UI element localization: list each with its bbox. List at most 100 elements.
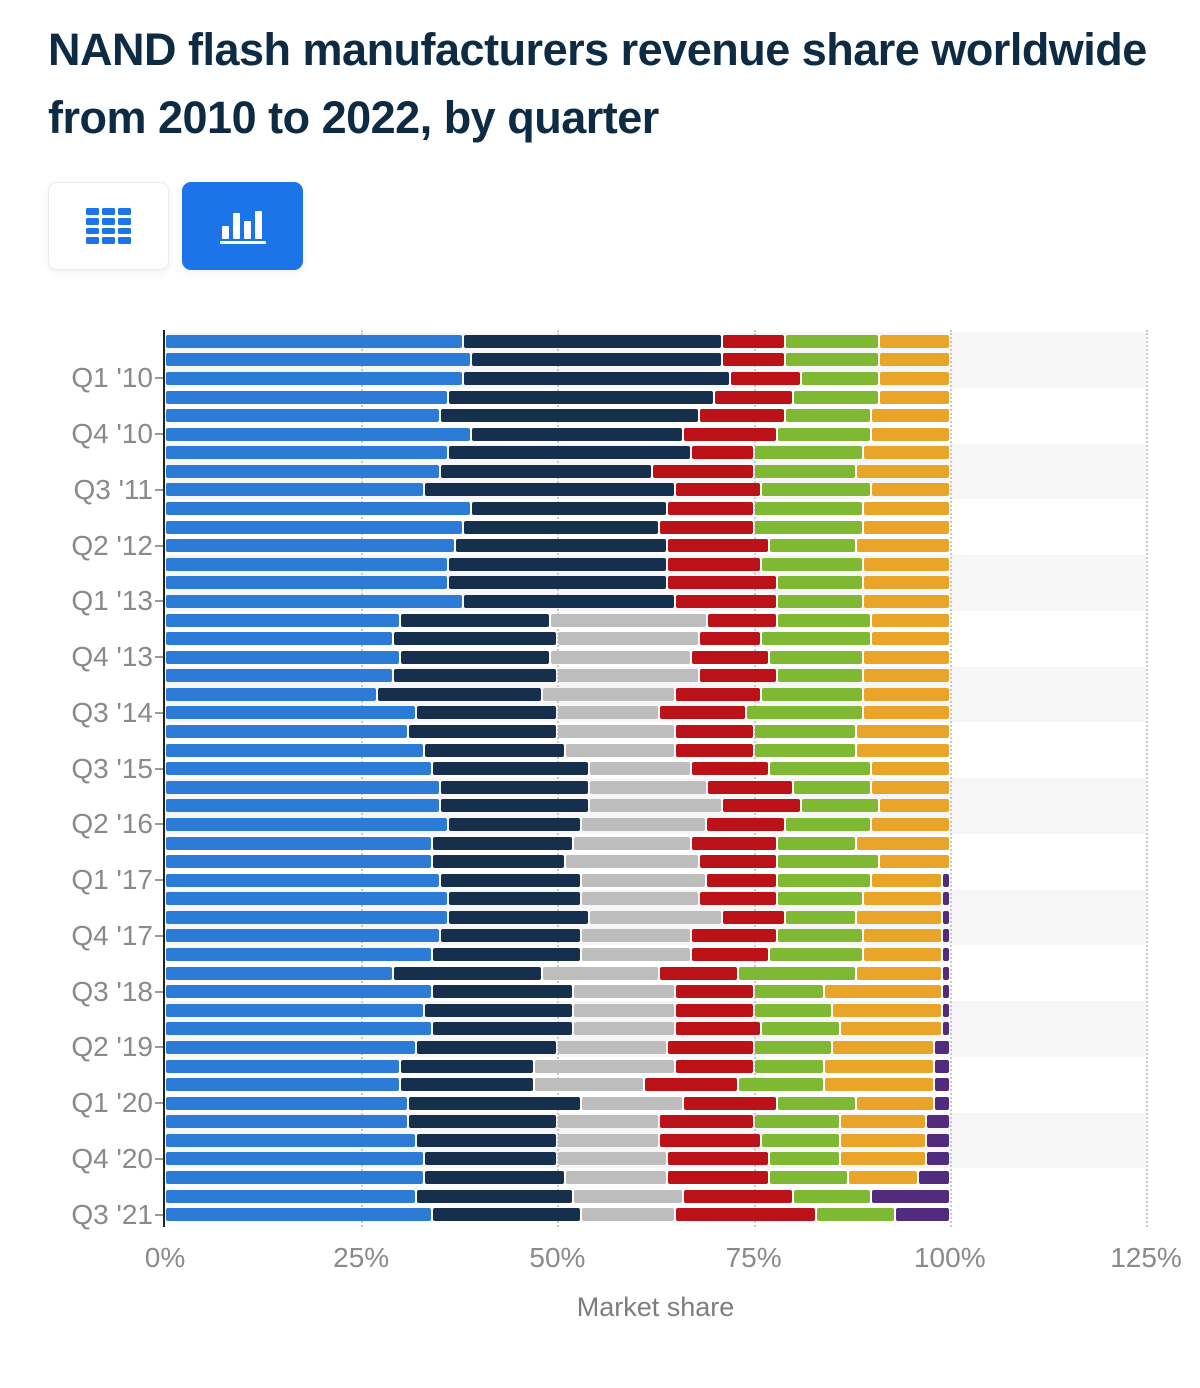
bar-segment-navy[interactable] [424,1152,557,1166]
bar-segment-blue[interactable] [166,594,463,608]
bar-segment-navy[interactable] [393,966,541,980]
bar-segment-blue[interactable] [166,409,439,423]
bar-segment-navy[interactable] [440,929,580,943]
bar-segment-navy[interactable] [448,817,580,831]
bar-segment-red[interactable] [683,427,777,441]
bar-segment-green[interactable] [770,948,863,962]
bar-segment-blue[interactable] [166,353,471,367]
bar-segment-blue[interactable] [166,539,455,553]
bar-segment-purple[interactable] [942,910,949,924]
bar-segment-navy[interactable] [424,743,565,757]
bar-segment-yellow[interactable] [872,409,949,423]
bar-segment-navy[interactable] [448,910,588,924]
bar-segment-red[interactable] [691,929,777,943]
bar-segment-yellow[interactable] [864,502,949,516]
bar-segment-gray[interactable] [534,1078,643,1092]
bar-segment-gray[interactable] [574,1022,675,1036]
bar-segment-red[interactable] [660,966,737,980]
bar-segment-red[interactable] [660,520,753,534]
bar-segment-green[interactable] [778,929,863,943]
bar-segment-gray[interactable] [574,1189,682,1203]
bar-segment-navy[interactable] [432,985,573,999]
bar-segment-blue[interactable] [166,464,439,478]
bar-segment-blue[interactable] [166,650,400,664]
bar-segment-blue[interactable] [166,446,447,460]
bar-segment-red[interactable] [699,855,777,869]
bar-segment-navy[interactable] [432,1022,573,1036]
bar-segment-yellow[interactable] [872,817,949,831]
bar-segment-green[interactable] [778,669,863,683]
bar-segment-navy[interactable] [448,576,667,590]
bar-segment-gray[interactable] [581,1096,682,1110]
bar-segment-green[interactable] [762,557,863,571]
bar-segment-blue[interactable] [166,966,392,980]
bar-segment-blue[interactable] [166,483,423,497]
bar-segment-gray[interactable] [589,799,722,813]
chart-view-button[interactable] [182,182,303,270]
bar-segment-yellow[interactable] [856,743,949,757]
bar-segment-yellow[interactable] [864,706,949,720]
bar-segment-navy[interactable] [409,1096,580,1110]
bar-segment-purple[interactable] [935,1059,949,1073]
bar-segment-yellow[interactable] [825,1059,934,1073]
bar-segment-green[interactable] [778,427,871,441]
bar-segment-navy[interactable] [409,725,557,739]
bar-segment-yellow[interactable] [880,855,949,869]
bar-segment-purple[interactable] [927,1133,949,1147]
bar-segment-yellow[interactable] [848,1171,918,1185]
bar-segment-green[interactable] [785,334,879,348]
bar-segment-purple[interactable] [942,985,949,999]
bar-segment-navy[interactable] [448,557,667,571]
bar-segment-green[interactable] [770,539,855,553]
bar-segment-yellow[interactable] [864,520,949,534]
bar-segment-blue[interactable] [166,632,392,646]
bar-segment-blue[interactable] [166,334,463,348]
bar-segment-blue[interactable] [166,1152,423,1166]
bar-segment-purple[interactable] [942,873,949,887]
bar-segment-red[interactable] [676,483,761,497]
bar-segment-purple[interactable] [872,1189,949,1203]
bar-segment-blue[interactable] [166,1189,416,1203]
bar-segment-navy[interactable] [424,1003,573,1017]
bar-segment-blue[interactable] [166,780,439,794]
bar-segment-blue[interactable] [166,576,447,590]
bar-segment-red[interactable] [652,464,753,478]
bar-segment-red[interactable] [723,799,800,813]
bar-segment-blue[interactable] [166,1208,431,1222]
bar-segment-blue[interactable] [166,1059,400,1073]
bar-segment-navy[interactable] [464,334,722,348]
bar-segment-gray[interactable] [558,1115,659,1129]
bar-segment-gray[interactable] [558,706,659,720]
bar-segment-yellow[interactable] [856,1096,934,1110]
bar-segment-purple[interactable] [942,929,949,943]
bar-segment-green[interactable] [754,725,855,739]
bar-segment-yellow[interactable] [864,948,941,962]
bar-segment-yellow[interactable] [872,762,949,776]
bar-segment-navy[interactable] [424,1171,565,1185]
bar-segment-navy[interactable] [472,427,682,441]
bar-segment-red[interactable] [676,725,753,739]
bar-segment-red[interactable] [676,743,753,757]
bar-segment-red[interactable] [668,1152,769,1166]
bar-segment-red[interactable] [707,780,792,794]
bar-segment-purple[interactable] [942,892,949,906]
bar-segment-blue[interactable] [166,1096,408,1110]
bar-segment-green[interactable] [778,836,855,850]
bar-segment-gray[interactable] [589,780,706,794]
bar-segment-purple[interactable] [935,1040,949,1054]
bar-segment-red[interactable] [699,669,777,683]
bar-segment-red[interactable] [715,390,792,404]
bar-segment-gray[interactable] [581,948,690,962]
bar-segment-green[interactable] [793,1189,871,1203]
bar-segment-navy[interactable] [417,706,557,720]
bar-segment-yellow[interactable] [840,1133,926,1147]
bar-segment-gray[interactable] [558,1133,659,1147]
bar-segment-red[interactable] [691,650,769,664]
bar-segment-navy[interactable] [409,1115,557,1129]
bar-segment-navy[interactable] [472,353,722,367]
bar-segment-gray[interactable] [542,687,675,701]
bar-segment-blue[interactable] [166,371,463,385]
bar-segment-gray[interactable] [581,873,706,887]
bar-segment-blue[interactable] [166,743,423,757]
bar-segment-green[interactable] [754,502,863,516]
